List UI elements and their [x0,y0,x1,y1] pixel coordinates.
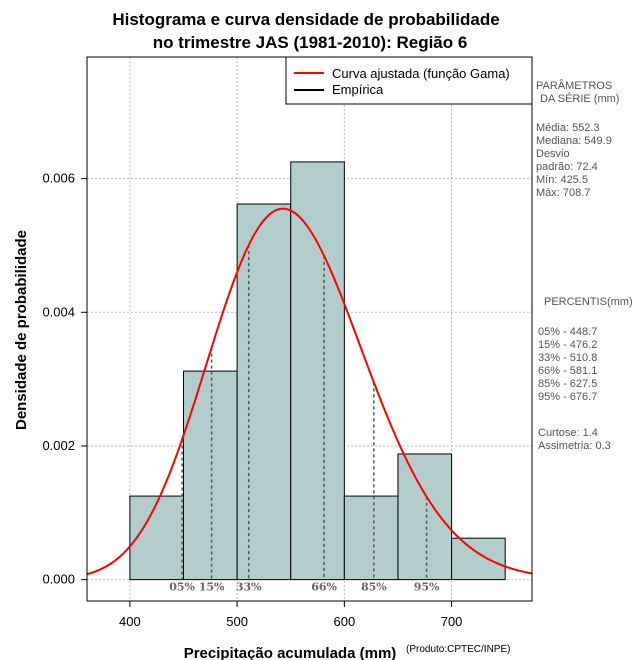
histogram-bar [397,453,453,581]
percentile-marker-label: 33% [236,581,262,594]
gamma-fit-curve [86,207,533,576]
percentile-marker-label: 05% [169,581,195,594]
percentile-row: 05% - 448.7 [538,326,598,338]
param-sd: padrão: 72.4 [536,161,598,173]
percentiles-heading: PERCENTIS(mm) [544,296,633,308]
histogram-bar [183,370,238,581]
histogram-bars [129,161,506,581]
axes: 400 500 600 700 0.000 0.002 0.004 0.006 [42,171,462,629]
x-tick-label: 600 [333,614,355,629]
parameters-list: Média: 552.3 Mediana: 549.9 Desvio padrã… [536,122,640,200]
histogram-bar [343,495,399,581]
x-tick-label: 400 [119,614,141,629]
param-mean: Média: 552.3 [536,122,600,134]
percentile-row: 33% - 510.8 [538,352,598,364]
chart-title-line1: Histograma e curva densidade de probabil… [112,10,499,29]
product-credit: (Produto:CPTEC/INPE) [406,644,510,655]
percentile-marker-label: 85% [361,581,387,594]
chart-title-line2: no trimestre JAS (1981-2010): Região 6 [153,33,468,52]
param-sd-label: Desvio [536,148,570,160]
parameters-heading: PARÂMETROS [536,80,613,92]
y-tick-label: 0.002 [42,438,75,453]
percentile-row: 66% - 581.1 [538,365,598,377]
param-median: Mediana: 549.9 [536,135,612,147]
histogram-bar [290,161,345,581]
y-tick-label: 0.006 [42,171,75,186]
legend-box [285,56,533,105]
param-max: Máx: 708.7 [536,187,591,199]
percentile-markers: 05% 15% 33% 66% 85% 95% [169,245,440,594]
stat-skewness: Assimetria: 0.3 [538,440,611,452]
y-axis-label: Densidade de probabilidade [13,230,30,430]
percentile-marker-label: 66% [311,581,337,594]
percentile-row: 95% - 676.7 [538,391,598,403]
percentiles-list: 05% - 448.7 15% - 476.2 33% - 510.8 66% … [538,326,597,404]
parameters-unit: DA SÉRIE (mm) [540,93,620,105]
legend-label-curve: Curva ajustada (função Gama) [332,66,510,81]
series-stats-panel: PARÂMETROS DA SÉRIE (mm) Média: 552.3 Me… [536,80,640,452]
histogram-bar [451,537,506,581]
shape-stats-list: Curtose: 1.4 Assimetria: 0.3 [538,427,611,453]
y-tick-label: 0.000 [42,572,75,587]
percentile-marker-label: 95% [414,581,440,594]
legend: Curva ajustada (função Gama) Empírica [285,56,533,105]
percentile-row: 85% - 627.5 [538,378,598,390]
param-min: Mín: 425.5 [536,174,588,186]
gamma-curve-layer [86,207,533,576]
y-tick-label: 0.004 [42,304,75,319]
x-tick-label: 500 [226,614,248,629]
histogram-bar [129,495,185,581]
x-tick-label: 700 [441,614,463,629]
stat-kurtosis: Curtose: 1.4 [538,427,598,439]
percentile-marker-label: 15% [199,581,225,594]
legend-label-empirical: Empírica [332,82,384,97]
histogram-bar [236,203,292,581]
x-axis-label: Precipitação acumulada (mm) [184,645,397,660]
percentile-row: 15% - 476.2 [538,339,598,351]
